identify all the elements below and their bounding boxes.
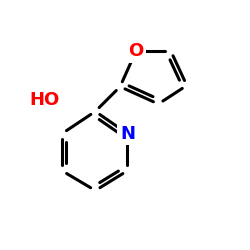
Text: O: O	[128, 42, 144, 60]
Text: HO: HO	[30, 91, 60, 109]
Text: N: N	[120, 125, 135, 143]
